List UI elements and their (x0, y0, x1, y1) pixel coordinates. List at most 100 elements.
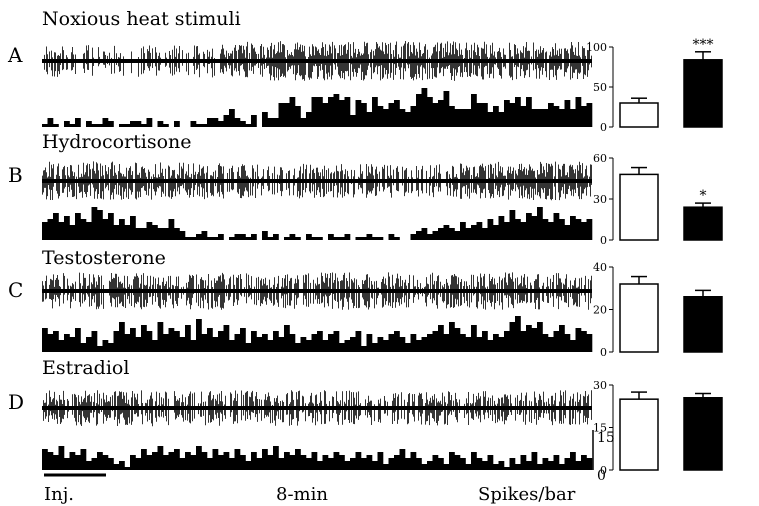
histogram-bar (91, 124, 98, 127)
y-tick-label: 40 (593, 261, 607, 274)
histogram-bar (388, 334, 395, 352)
histogram-bar (234, 449, 241, 470)
histogram-bar (212, 118, 219, 127)
histogram-bar (47, 334, 54, 352)
histogram-bar (432, 231, 439, 240)
histogram-bar (427, 97, 433, 127)
histogram-bar (394, 455, 400, 470)
histogram-bar (190, 237, 197, 240)
histogram-bar (146, 455, 153, 470)
histogram-bar (333, 331, 340, 352)
histogram-bar (306, 340, 312, 352)
histogram-bar (108, 343, 114, 352)
histogram-bar (350, 115, 356, 127)
histogram-bar (504, 467, 510, 470)
histogram-bar (482, 331, 488, 352)
histogram-bar (421, 337, 428, 352)
y-tick-label: 0 (600, 464, 607, 477)
histogram-bar (295, 449, 301, 470)
histogram-bar (537, 207, 543, 240)
histogram-bar (454, 455, 461, 470)
histogram-bar (278, 103, 285, 127)
spike-histogram (42, 446, 593, 470)
summary-bar (683, 296, 723, 353)
histogram-bar (586, 103, 593, 127)
histogram-bar (339, 343, 345, 352)
histogram-bar (372, 461, 378, 470)
panel-a: A Noxious heat stimuli 0 50 100 *** (7, 8, 723, 134)
histogram-bar (168, 219, 175, 240)
histogram-bar (410, 452, 417, 470)
histogram-bar (438, 325, 444, 352)
histogram-bar (581, 222, 587, 240)
histogram-bar (256, 458, 263, 470)
histogram-scale-top-label: 15 (597, 430, 615, 446)
histogram-bar (416, 458, 422, 470)
histogram-bar (102, 455, 109, 470)
histogram-bar (157, 446, 164, 470)
histogram-bar (520, 106, 527, 127)
histogram-bar (69, 124, 76, 127)
histogram-bar (289, 334, 296, 352)
histogram-bar (355, 331, 362, 352)
histogram-bar (542, 458, 549, 470)
histogram-bar (185, 237, 191, 240)
histogram-bar (229, 109, 235, 127)
histogram-bar (47, 452, 54, 470)
histogram-bar (273, 234, 279, 240)
histogram-bar (520, 331, 527, 352)
panel-letter: D (8, 390, 24, 414)
histogram-bar (432, 455, 439, 470)
histogram-bar (421, 88, 428, 127)
histogram-bar (64, 216, 70, 240)
histogram-bar (498, 112, 505, 127)
y-tick-label: 30 (593, 379, 607, 392)
histogram-bar (542, 219, 549, 240)
histogram-bar (586, 219, 593, 240)
histogram-bar (366, 334, 373, 352)
histogram-bar (295, 106, 301, 127)
histogram-bar (355, 237, 362, 240)
histogram-bar (339, 100, 345, 127)
histogram-bar (256, 337, 263, 352)
histogram-bar (229, 237, 235, 240)
histogram-bar (53, 455, 59, 470)
histogram-bar (108, 213, 114, 240)
histogram-bar (64, 121, 70, 127)
histogram-bar (471, 452, 477, 470)
histogram-bar (179, 458, 186, 470)
histogram-bar (262, 334, 268, 352)
histogram-bar (388, 234, 395, 240)
histogram-bar (245, 124, 252, 127)
histogram-bar (416, 340, 422, 352)
y-tick-label: 0 (600, 121, 607, 134)
histogram-bar (526, 97, 532, 127)
histogram-bar (267, 118, 274, 127)
panel-c: C Testosterone 0 20 40 (8, 247, 723, 359)
histogram-bar (328, 234, 334, 240)
histogram-bar (383, 109, 389, 127)
histogram-bar (47, 219, 54, 240)
histogram-bar (526, 461, 532, 470)
histogram-bar (405, 458, 411, 470)
histogram-bar (344, 234, 351, 240)
histogram-bar (130, 455, 136, 470)
histogram-bar (284, 452, 290, 470)
histogram-bar (102, 340, 109, 352)
histogram-bar (586, 458, 593, 470)
histogram-bar (564, 458, 571, 470)
histogram-bar (251, 452, 257, 470)
histogram-bar (350, 458, 356, 470)
histogram-bar (163, 124, 169, 127)
histogram-bar (344, 461, 351, 470)
histogram-bar (278, 337, 285, 352)
histogram-bar (509, 103, 516, 127)
histogram-bar (234, 118, 241, 127)
summary-bar-chart: 0 30 60 * (593, 152, 723, 247)
histogram-bar (454, 109, 461, 127)
histogram-bar (185, 452, 191, 470)
histogram-bar (196, 446, 202, 470)
histogram-bar (438, 228, 444, 240)
histogram-bar (119, 461, 125, 470)
